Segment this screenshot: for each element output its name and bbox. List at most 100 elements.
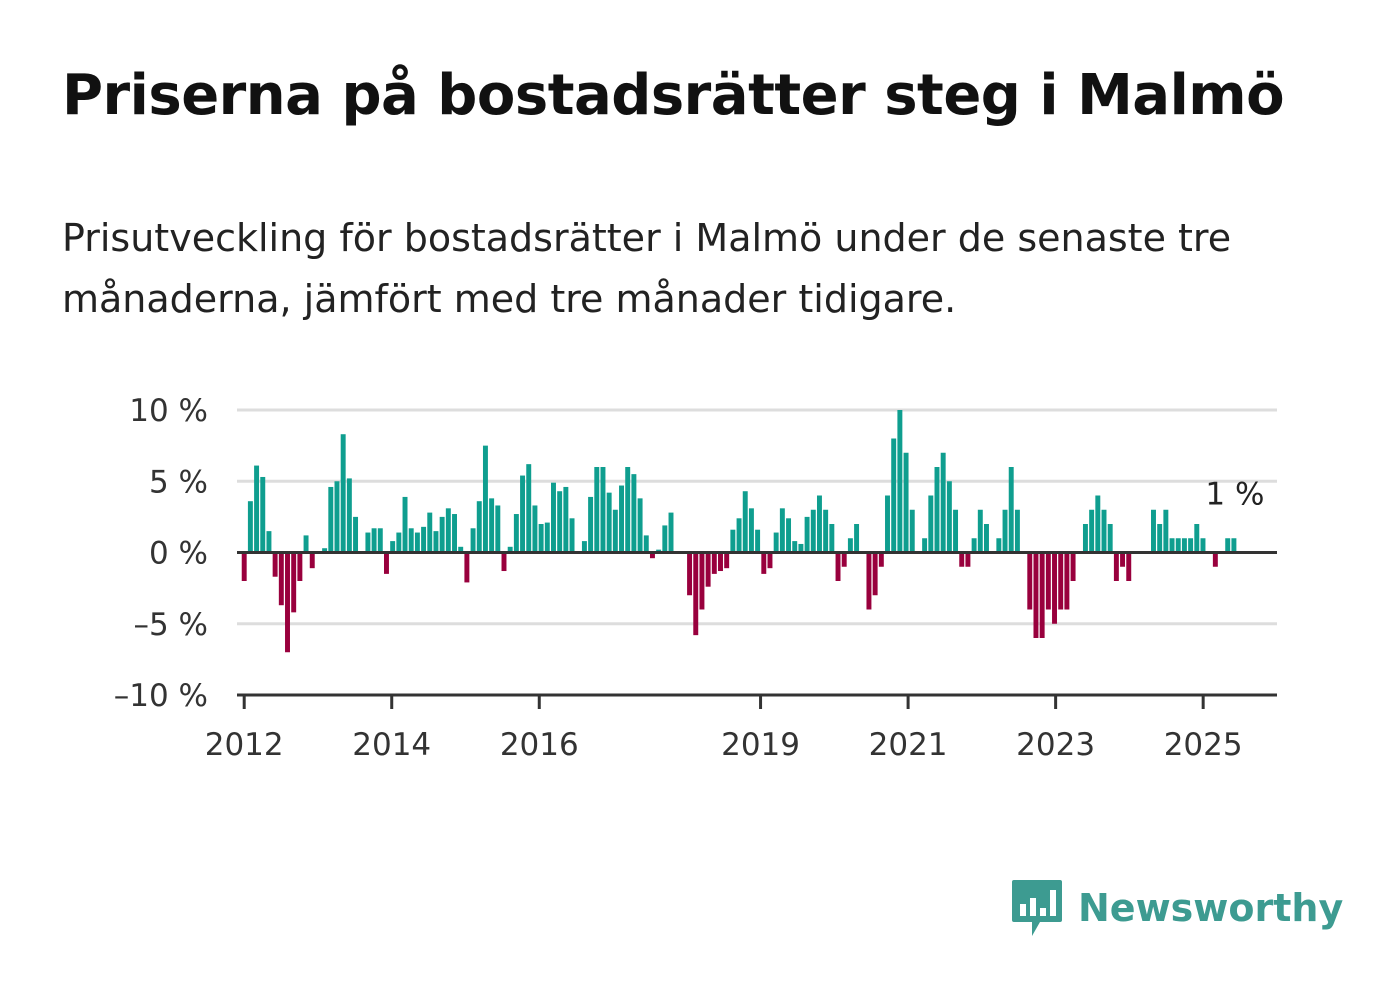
- bar: [297, 552, 303, 581]
- y-tick-label: 10 %: [129, 393, 208, 429]
- bar: [798, 543, 804, 553]
- bar: [334, 481, 340, 553]
- bar: [1225, 538, 1231, 553]
- bar: [1163, 509, 1169, 553]
- bar: [520, 475, 526, 553]
- bar: [1070, 552, 1076, 581]
- bar: [619, 485, 624, 553]
- bar: [1188, 538, 1194, 553]
- bar: [507, 546, 513, 553]
- bar: [810, 509, 816, 553]
- bar: [699, 552, 705, 610]
- bar: [340, 434, 346, 553]
- bar: [977, 509, 983, 553]
- bar: [711, 552, 717, 574]
- bar: [946, 481, 952, 553]
- bar: [489, 498, 495, 553]
- bar: [903, 452, 909, 553]
- bar: [748, 508, 754, 553]
- bar: [1107, 524, 1113, 553]
- bar: [513, 514, 519, 553]
- bar: [402, 496, 408, 553]
- bar: [254, 465, 260, 553]
- bar: [1151, 509, 1156, 553]
- bar: [847, 538, 853, 553]
- bar: [1027, 552, 1033, 610]
- bar: [705, 552, 711, 587]
- bar: [1126, 552, 1132, 581]
- y-tick-label: –10 %: [114, 678, 208, 714]
- bar: [396, 532, 402, 553]
- bar: [1008, 467, 1014, 553]
- y-tick-label: 5 %: [149, 464, 208, 500]
- bar: [631, 474, 637, 553]
- bar: [891, 438, 897, 553]
- bar: [1175, 538, 1181, 553]
- bar: [922, 538, 928, 553]
- bar: [285, 552, 290, 653]
- bar: [266, 531, 272, 553]
- bar: [1064, 552, 1070, 610]
- bar: [588, 496, 594, 553]
- bar: [272, 552, 278, 577]
- bar: [736, 518, 742, 553]
- bar: [687, 552, 693, 596]
- bar: [1014, 509, 1020, 553]
- bar: [414, 532, 420, 553]
- bar: [1212, 552, 1218, 567]
- bar: [1045, 552, 1051, 610]
- bar: [291, 552, 297, 613]
- bar: [452, 514, 457, 553]
- bar: [612, 509, 618, 553]
- bar: [909, 509, 915, 553]
- brand: Newsworthy: [1010, 878, 1343, 938]
- bar: [538, 524, 544, 553]
- bar: [804, 516, 810, 553]
- bar-series: [241, 410, 1237, 653]
- bar: [1157, 524, 1163, 553]
- bar: [984, 524, 989, 553]
- bar: [767, 552, 773, 569]
- bar: [433, 531, 439, 553]
- bar: [1089, 509, 1095, 553]
- bar: [1095, 495, 1101, 553]
- bar: [934, 467, 940, 553]
- bar: [959, 552, 965, 567]
- bar: [792, 541, 798, 553]
- x-tick-label: 2014: [352, 727, 431, 763]
- newsworthy-logo-icon: [1012, 880, 1062, 936]
- bar: [328, 486, 334, 553]
- grid-lines: [237, 408, 1277, 626]
- bar: [996, 538, 1002, 553]
- bar: [377, 528, 383, 553]
- bar: [1169, 538, 1175, 553]
- bar: [594, 467, 600, 553]
- bar: [600, 467, 606, 553]
- bar: [421, 526, 427, 553]
- bar: [878, 552, 884, 567]
- bar: [1194, 524, 1200, 553]
- bar: [668, 512, 674, 553]
- y-axis-ticks: 10 % 5 % 0 % –5 % –10 %: [114, 393, 208, 714]
- bar: [1120, 552, 1126, 567]
- bar: [1113, 552, 1119, 581]
- last-value-label: 1 %: [1205, 476, 1264, 512]
- bar: [365, 532, 371, 553]
- bar: [724, 552, 730, 569]
- bar: [779, 508, 785, 553]
- x-tick-label: 2016: [500, 727, 579, 763]
- bar: [371, 528, 377, 553]
- bar: [309, 552, 315, 569]
- bar: [841, 552, 847, 567]
- bar: [303, 535, 309, 553]
- bar: [346, 478, 352, 553]
- bar: [755, 529, 761, 553]
- bar: [1039, 552, 1045, 638]
- x-axis-ticks: 2012 2014 2016 2019 2021 2023 2025: [205, 695, 1243, 763]
- bar: [854, 524, 860, 553]
- bar: [551, 482, 556, 553]
- bar: [773, 532, 779, 553]
- bar: [1200, 538, 1206, 553]
- bar: [322, 548, 328, 553]
- bar: [1058, 552, 1064, 610]
